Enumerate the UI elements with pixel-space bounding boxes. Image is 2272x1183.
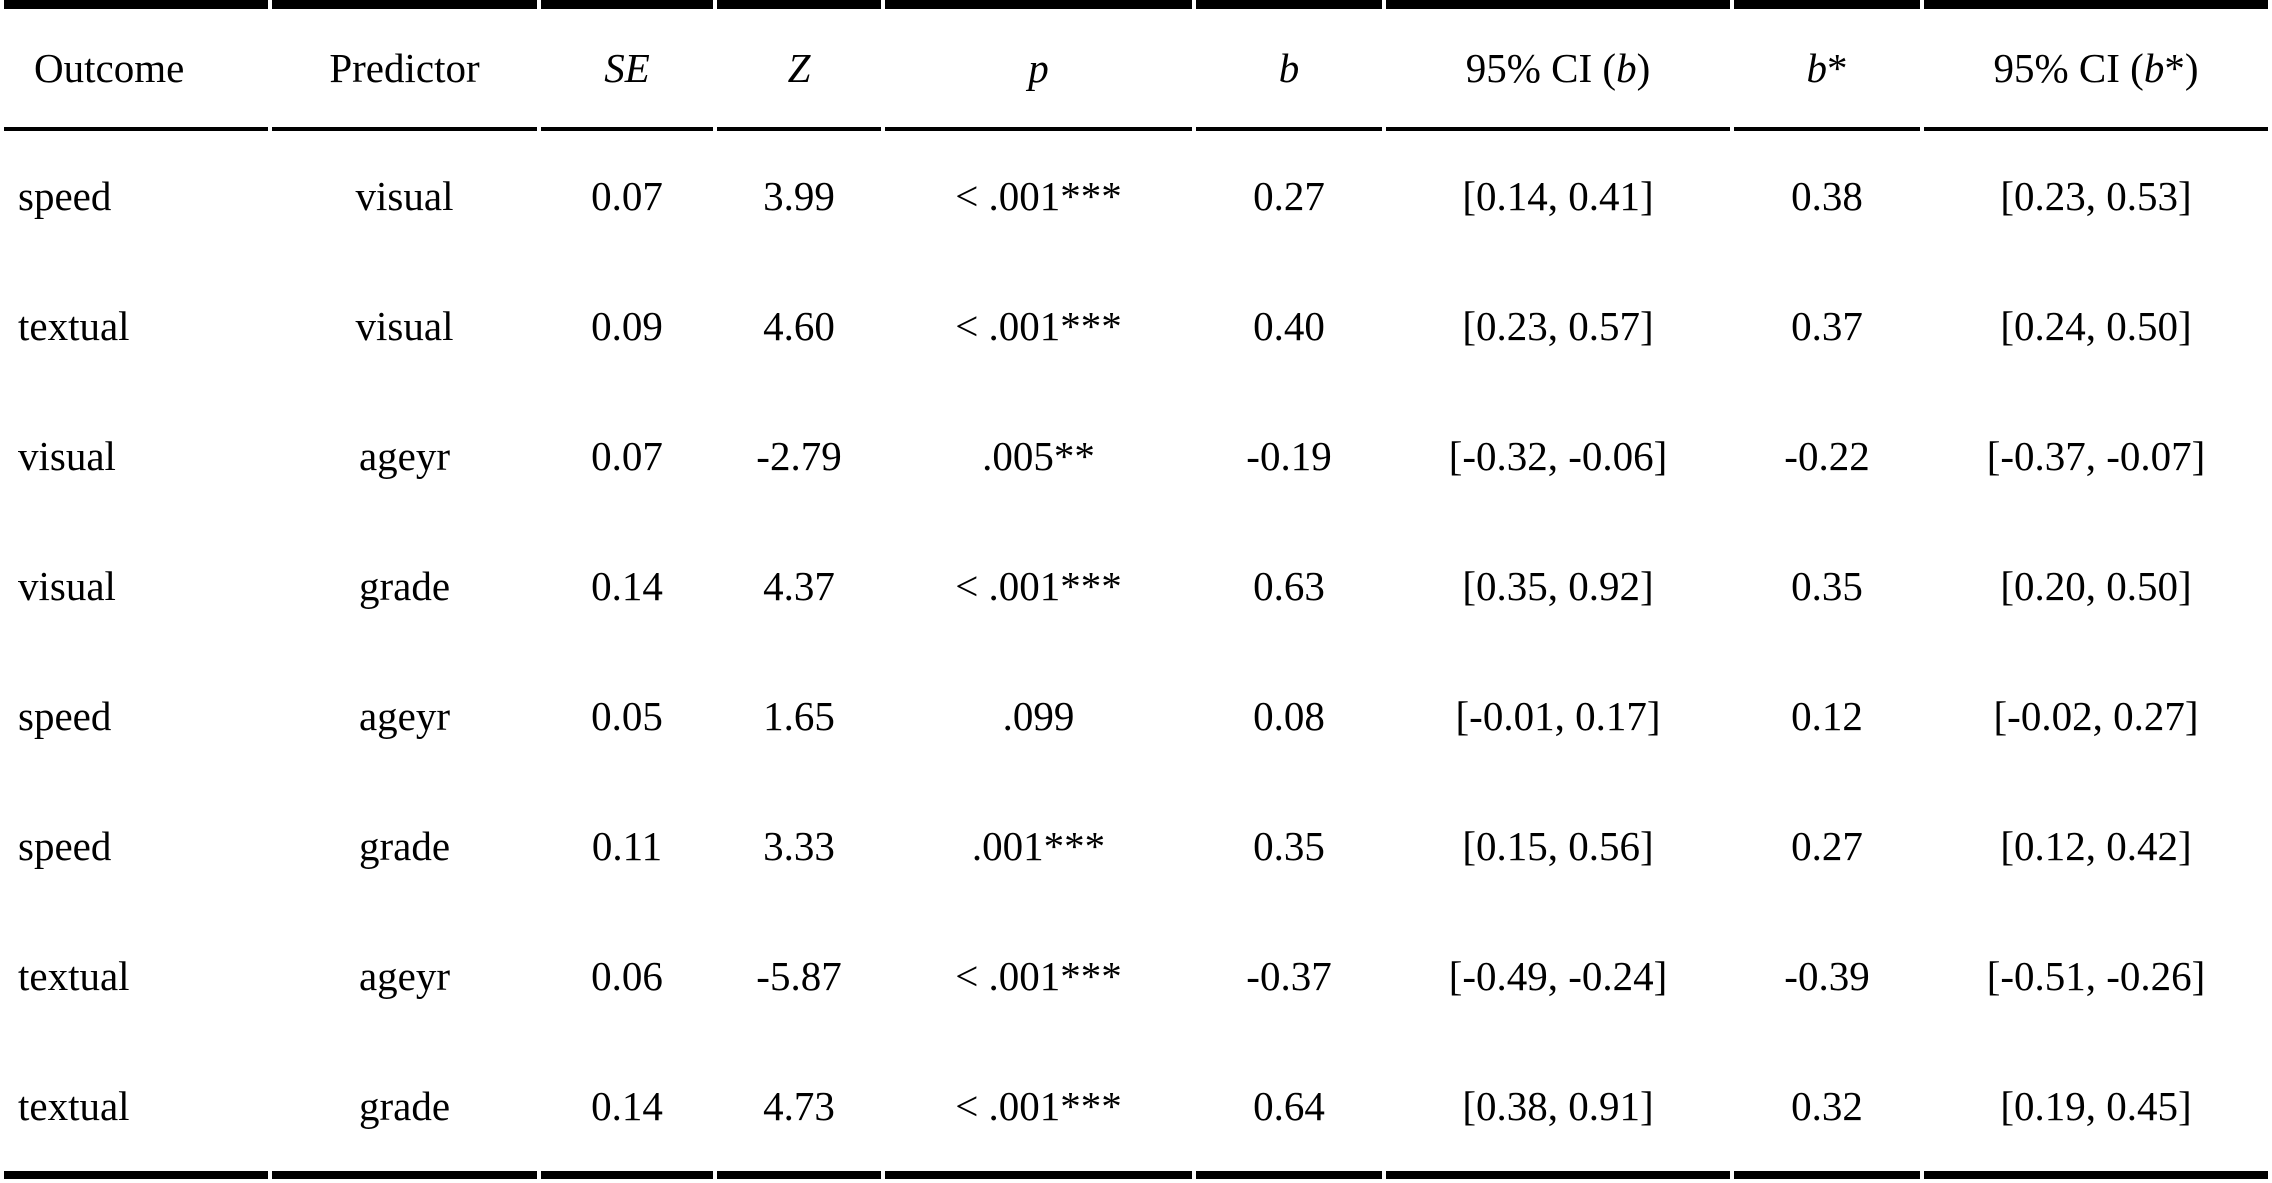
cell-z: 3.99	[763, 172, 835, 219]
table-row: textual ageyr 0.06 -5.87 < .001*** -0.37 [-0.4…	[4, 911, 2268, 1041]
cell-p: < .001***	[955, 562, 1122, 609]
cell-ci_b: [0.35, 0.92]	[1462, 562, 1654, 609]
cell-b_star: 0.27	[1791, 822, 1863, 869]
cell-ci_b_star: [0.19, 0.45]	[1924, 1041, 2268, 1179]
cell-b: -0.37	[1246, 952, 1332, 999]
col-header-b_star: b*	[1734, 0, 1920, 131]
cell-outcome: visual	[18, 432, 116, 479]
cell-p: .001***	[971, 822, 1106, 869]
cell-se: 0.07	[591, 172, 663, 219]
cell-b: 0.08	[1253, 692, 1325, 739]
cell-ci_b_star: [-0.02, 0.27]	[1993, 692, 2199, 739]
cell-p: .005**	[982, 432, 1095, 479]
cell-b: 0.63	[1253, 562, 1325, 609]
cell-ci_b: [0.15, 0.56]	[1462, 822, 1654, 869]
col-header-se: SE	[541, 0, 713, 131]
cell-b_star: 0.12	[1791, 692, 1863, 739]
cell-ci_b_star: [-0.51, -0.26]	[1986, 952, 2206, 999]
cell-se: 0.06	[591, 952, 663, 999]
cell-ci_b_star: [-0.37, -0.07]	[1986, 432, 2206, 479]
cell-predictor: ageyr	[358, 432, 451, 479]
cell-z: -5.87	[756, 952, 842, 999]
cell-outcome: textual	[18, 302, 130, 349]
cell-p: < .001***	[885, 1041, 1192, 1179]
table-row: textual visual 0.09 4.60 < .001*** 0.40 [0.23,…	[4, 261, 2268, 391]
cell-predictor: visual	[355, 172, 454, 219]
table-row: speed grade 0.11 3.33 .001*** 0.35 [0.15, 0.56…	[4, 781, 2268, 911]
table-row: speed ageyr 0.05 1.65 .099 0.08 [-0.01, 0.17] 0…	[4, 651, 2268, 781]
cell-z: 4.73	[717, 1041, 881, 1179]
cell-ci_b: [-0.32, -0.06]	[1448, 432, 1668, 479]
cell-outcome: textual	[18, 952, 130, 999]
cell-se: 0.09	[591, 302, 663, 349]
cell-p: < .001***	[955, 952, 1122, 999]
cell-b_star: 0.37	[1791, 302, 1863, 349]
cell-b_star: 0.35	[1791, 562, 1863, 609]
cell-ci_b: [0.38, 0.91]	[1386, 1041, 1730, 1179]
col-header-outcome: Outcome	[4, 0, 268, 131]
cell-ci_b: [0.14, 0.41]	[1462, 172, 1654, 219]
cell-outcome: visual	[18, 562, 116, 609]
cell-b_star: 0.32	[1734, 1041, 1920, 1179]
table-row: visual ageyr 0.07 -2.79 .005** -0.19 [-0.32, -…	[4, 391, 2268, 521]
cell-se: 0.14	[591, 562, 663, 609]
cell-p: < .001***	[955, 302, 1122, 349]
cell-predictor: grade	[358, 562, 451, 609]
cell-se: 0.11	[591, 822, 663, 869]
cell-predictor: ageyr	[358, 692, 451, 739]
cell-outcome: speed	[18, 692, 112, 739]
cell-se: 0.14	[541, 1041, 713, 1179]
cell-ci_b: [0.23, 0.57]	[1462, 302, 1654, 349]
cell-b_star: -0.39	[1784, 952, 1870, 999]
col-header-ci_b: 95% CI (b)	[1386, 0, 1730, 131]
cell-predictor: visual	[355, 302, 454, 349]
cell-b: 0.35	[1253, 822, 1325, 869]
cell-predictor: grade	[358, 822, 451, 869]
cell-outcome: speed	[18, 822, 112, 869]
cell-se: 0.07	[591, 432, 663, 479]
table-row: speed visual 0.07 3.99 < .001*** 0.27 [0.14, 0…	[4, 131, 2268, 261]
cell-b: 0.27	[1253, 172, 1325, 219]
cell-ci_b_star: [0.12, 0.42]	[2000, 822, 2192, 869]
cell-predictor: grade	[272, 1041, 537, 1179]
col-header-predictor: Predictor	[272, 0, 537, 131]
cell-predictor: ageyr	[358, 952, 451, 999]
cell-b: -0.19	[1246, 432, 1332, 479]
col-header-z: Z	[717, 0, 881, 131]
cell-ci_b: [-0.01, 0.17]	[1455, 692, 1661, 739]
cell-z: 3.33	[763, 822, 835, 869]
cell-outcome: textual	[4, 1041, 268, 1179]
cell-se: 0.05	[591, 692, 663, 739]
col-header-b: b	[1196, 0, 1382, 131]
cell-ci_b: [-0.49, -0.24]	[1448, 952, 1668, 999]
col-header-p: p	[885, 0, 1192, 131]
cell-outcome: speed	[18, 172, 112, 219]
cell-p: < .001***	[955, 172, 1122, 219]
table-row: textual grade 0.14 4.73 < .001*** 0.64 [0.38, …	[4, 1041, 2268, 1179]
cell-ci_b_star: [0.20, 0.50]	[2000, 562, 2192, 609]
cell-z: -2.79	[756, 432, 842, 479]
table-row: visual grade 0.14 4.37 < .001*** 0.63 [0.35, 0…	[4, 521, 2268, 651]
cell-z: 1.65	[763, 692, 835, 739]
cell-z: 4.60	[763, 302, 835, 349]
cell-z: 4.37	[763, 562, 835, 609]
cell-b_star: 0.38	[1791, 172, 1863, 219]
cell-b_star: -0.22	[1784, 432, 1870, 479]
cell-b: 0.64	[1196, 1041, 1382, 1179]
table-body: speed visual 0.07 3.99 < .001*** 0.27 [0.14, 0…	[4, 131, 2268, 1179]
cell-p: .099	[1002, 692, 1075, 739]
cell-ci_b_star: [0.24, 0.50]	[2000, 302, 2192, 349]
cell-b: 0.40	[1253, 302, 1325, 349]
col-header-ci_b_star: 95% CI (b*)	[1924, 0, 2268, 131]
cell-ci_b_star: [0.23, 0.53]	[2000, 172, 2192, 219]
